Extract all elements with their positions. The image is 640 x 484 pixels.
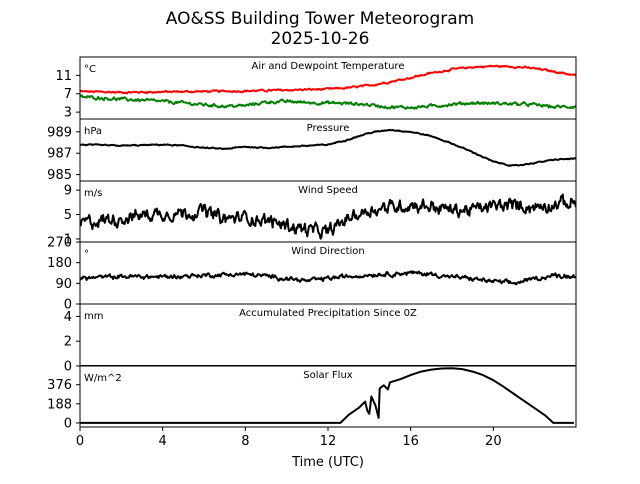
panel-title-precipitation: Accumulated Precipitation Since 0Z bbox=[239, 308, 417, 319]
x-tick-label-5: 20 bbox=[485, 434, 502, 449]
panel-unit-solar: W/m^2 bbox=[84, 373, 122, 384]
x-tick-label-3: 12 bbox=[320, 434, 337, 449]
y-tick-label-pressure-2: 989 bbox=[47, 125, 72, 140]
panel-title-pressure: Pressure bbox=[307, 123, 350, 134]
y-tick-label-precipitation-0: 0 bbox=[64, 360, 72, 375]
y-tick-label-wind_speed-1: 5 bbox=[64, 208, 72, 223]
y-tick-label-precipitation-1: 2 bbox=[64, 335, 72, 350]
panel-title-wind_speed: Wind Speed bbox=[298, 185, 358, 196]
x-axis: 0 4 8 12 16 20 bbox=[76, 427, 502, 449]
series-line-solar-0 bbox=[80, 367, 574, 424]
series-line-wind_speed-0 bbox=[80, 193, 576, 240]
series-line-temperature-1 bbox=[80, 94, 576, 110]
y-tick-label-solar-2: 376 bbox=[47, 378, 72, 393]
y-tick-label-wind_direction-1: 90 bbox=[55, 277, 72, 292]
y-tick-label-pressure-1: 987 bbox=[47, 147, 72, 162]
y-tick-label-wind_speed-2: 9 bbox=[64, 184, 72, 199]
panel-title-wind_direction: Wind Direction bbox=[291, 246, 365, 257]
y-tick-label-precipitation-2: 4 bbox=[64, 310, 72, 325]
y-tick-label-wind_direction-2: 180 bbox=[47, 256, 72, 271]
panel-unit-temperature: °C bbox=[84, 64, 96, 75]
x-tick-label-4: 16 bbox=[402, 434, 419, 449]
panel-wind_speed: 1 5 9 m/s Wind Speed bbox=[64, 180, 577, 247]
panel-wind_direction: 0 90 180 270 ° Wind Direction bbox=[47, 236, 577, 313]
x-tick-label-1: 4 bbox=[159, 434, 167, 449]
panel-unit-wind_direction: ° bbox=[84, 249, 89, 260]
chart-title: AO&SS Building Tower Meteorogram bbox=[166, 9, 474, 29]
y-tick-label-temperature-0: 3 bbox=[64, 106, 72, 121]
x-tick-label-0: 0 bbox=[76, 434, 84, 449]
panels-group: 3 7 11 °C Air and Dewpoint Temperature 985 987… bbox=[47, 56, 577, 431]
series-line-pressure-0 bbox=[80, 128, 576, 167]
panel-solar: 0 188 376 W/m^2 Solar Flux bbox=[47, 365, 577, 431]
panel-temperature: 3 7 11 °C Air and Dewpoint Temperature bbox=[55, 56, 577, 121]
panel-title-temperature: Air and Dewpoint Temperature bbox=[252, 61, 405, 72]
series-line-temperature-0 bbox=[80, 64, 576, 95]
panel-unit-pressure: hPa bbox=[84, 126, 102, 137]
y-tick-label-temperature-1: 7 bbox=[64, 87, 72, 102]
y-tick-label-temperature-2: 11 bbox=[55, 69, 72, 84]
y-tick-label-solar-0: 0 bbox=[64, 416, 72, 431]
chart-subtitle: 2025-10-26 bbox=[271, 29, 370, 49]
panel-title-solar: Solar Flux bbox=[303, 370, 353, 381]
x-axis-label: Time (UTC) bbox=[291, 455, 364, 470]
x-tick-label-2: 8 bbox=[241, 434, 249, 449]
y-tick-label-pressure-0: 985 bbox=[47, 168, 72, 183]
y-tick-label-wind_direction-0: 0 bbox=[64, 298, 72, 313]
panel-pressure: 985 987 989 hPa Pressure bbox=[47, 118, 577, 183]
y-tick-label-wind_direction-3: 270 bbox=[47, 236, 72, 251]
y-tick-label-wind_speed-0: 1 bbox=[64, 232, 72, 247]
panel-precipitation: 0 2 4 mm Accumulated Precipitation Since 0Z bbox=[64, 303, 577, 375]
series-line-wind_direction-0 bbox=[80, 270, 576, 286]
panel-unit-precipitation: mm bbox=[84, 311, 103, 322]
y-tick-label-solar-1: 188 bbox=[47, 397, 72, 412]
panel-unit-wind_speed: m/s bbox=[84, 188, 102, 199]
